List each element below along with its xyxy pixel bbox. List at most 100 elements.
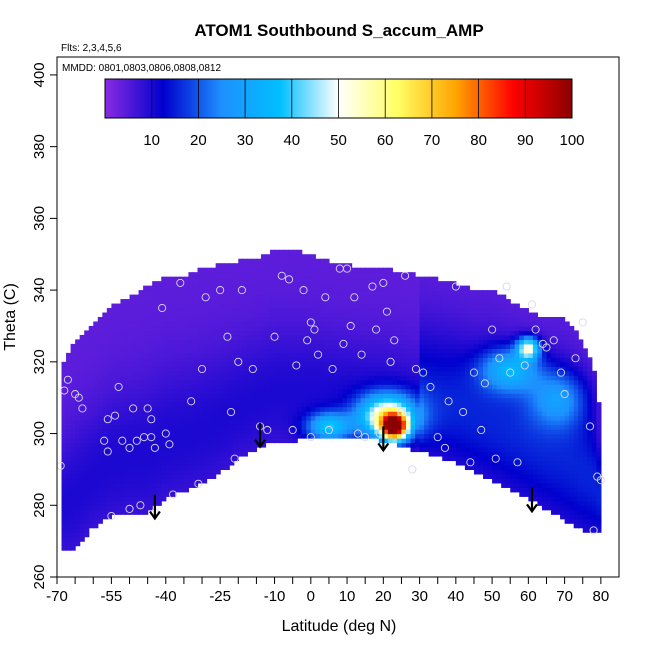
heatmap-cell	[247, 272, 253, 278]
heatmap-cell	[392, 370, 398, 376]
heatmap-cell	[319, 312, 325, 318]
heatmap-cell	[537, 447, 543, 453]
heatmap-cell	[188, 406, 194, 412]
heatmap-cell	[70, 518, 76, 524]
heatmap-cell	[351, 308, 357, 314]
heatmap-cell	[124, 317, 131, 323]
heatmap-cell	[487, 397, 493, 403]
heatmap-cell	[242, 451, 248, 457]
heatmap-cell	[424, 429, 430, 435]
heatmap-cell	[428, 388, 434, 394]
heatmap-cell	[134, 491, 140, 497]
heatmap-cell	[297, 433, 303, 439]
heatmap-cell	[360, 308, 366, 314]
heatmap-cell	[224, 357, 230, 363]
heatmap-cell	[446, 379, 452, 385]
heatmap-cell	[66, 460, 72, 466]
heatmap-cell	[238, 438, 244, 444]
heatmap-cell	[396, 325, 403, 332]
heatmap-cell	[392, 420, 398, 426]
heatmap-cell	[342, 433, 348, 439]
heatmap-cell	[347, 411, 353, 417]
heatmap-cell	[66, 442, 72, 448]
heatmap-cell	[115, 482, 122, 488]
heatmap-cell	[424, 308, 430, 314]
heatmap-cell	[256, 312, 262, 318]
heatmap-cell	[496, 312, 502, 318]
heatmap-cell	[152, 438, 158, 444]
heatmap-cell	[102, 348, 108, 354]
heatmap-cell	[460, 325, 466, 332]
heatmap-cell	[143, 308, 149, 314]
heatmap-cell	[405, 299, 412, 305]
heatmap-cell	[410, 366, 416, 372]
heatmap-cell	[419, 406, 425, 412]
heatmap-cell	[238, 442, 244, 448]
heatmap-cell	[342, 393, 348, 399]
heatmap-cell	[79, 487, 85, 493]
heatmap-cell	[161, 334, 167, 341]
heatmap-cell	[97, 321, 103, 327]
heatmap-cell	[437, 393, 443, 399]
heatmap-cell	[220, 393, 226, 399]
heatmap-cell	[161, 339, 167, 345]
heatmap-cell	[551, 469, 557, 475]
heatmap-cell	[211, 348, 217, 354]
heatmap-cell	[152, 379, 158, 385]
heatmap-cell	[301, 285, 307, 291]
heatmap-cell	[446, 388, 452, 394]
heatmap-cell	[324, 415, 330, 421]
heatmap-cell	[279, 303, 285, 309]
heatmap-cell	[582, 509, 588, 515]
heatmap-cell	[75, 482, 81, 488]
heatmap-cell	[70, 411, 76, 417]
heatmap-cell	[319, 397, 325, 403]
heatmap-cell	[247, 303, 253, 309]
heatmap-cell	[374, 325, 380, 332]
heatmap-cell	[315, 424, 321, 430]
heatmap-cell	[260, 361, 267, 367]
heatmap-cell	[188, 312, 194, 318]
heatmap-cell	[106, 348, 112, 354]
heatmap-cell	[61, 487, 67, 493]
heatmap-cell	[256, 281, 262, 287]
heatmap-cell	[224, 451, 230, 457]
heatmap-cell	[274, 258, 280, 264]
heatmap-cell	[437, 406, 443, 412]
heatmap-cell	[505, 451, 511, 457]
heatmap-cell	[283, 438, 289, 444]
heatmap-cell	[111, 334, 117, 341]
heatmap-cell	[238, 339, 244, 345]
heatmap-cell	[351, 384, 357, 390]
heatmap-cell	[514, 451, 520, 457]
heatmap-cell	[460, 460, 466, 466]
heatmap-cell	[532, 402, 539, 408]
heatmap-cell	[392, 312, 398, 318]
heatmap-cell	[192, 370, 199, 376]
heatmap-cell	[188, 281, 194, 287]
heatmap-cell	[102, 357, 108, 363]
heatmap-cell	[152, 334, 158, 341]
heatmap-cell	[265, 254, 271, 260]
heatmap-cell	[197, 290, 203, 296]
heatmap-cell	[283, 272, 289, 278]
heatmap-cell	[424, 447, 430, 453]
heatmap-cell	[424, 276, 430, 282]
heatmap-cell	[455, 334, 461, 341]
heatmap-cell	[537, 411, 543, 417]
heatmap-cell	[464, 447, 471, 453]
heatmap-cell	[383, 406, 389, 412]
heatmap-cell	[310, 424, 316, 430]
heatmap-cell	[147, 334, 153, 341]
heatmap-cell	[478, 464, 484, 471]
heatmap-cell	[88, 411, 94, 417]
heatmap-cell	[419, 334, 425, 341]
heatmap-cell	[242, 317, 248, 323]
heatmap-cell	[229, 379, 235, 385]
heatmap-cell	[578, 384, 584, 390]
heatmap-cell	[174, 420, 180, 426]
heatmap-cell	[183, 299, 190, 305]
heatmap-cell	[410, 433, 416, 439]
heatmap-cell	[120, 478, 126, 484]
heatmap-cell	[265, 330, 271, 336]
